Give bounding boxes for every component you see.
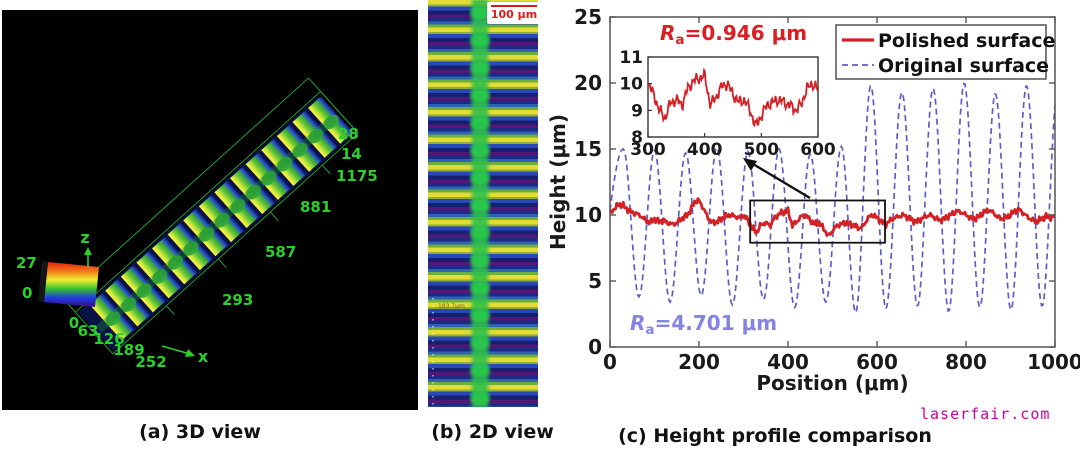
chart-text: 300 bbox=[630, 140, 666, 160]
original-surface-line bbox=[610, 82, 1055, 315]
axis-tick-label: 1000 bbox=[1027, 350, 1080, 374]
axis-tick-label: 5 bbox=[588, 269, 602, 293]
3d-view-panel: 27 0 z 0 63 126 189 252 x 293 587 881 1175 14 28 bbox=[2, 10, 418, 410]
3d-axis-label: 252 bbox=[135, 353, 166, 371]
3d-axis-label: 881 bbox=[300, 198, 331, 216]
3d-colorbar bbox=[44, 262, 99, 307]
scale-bar: 100 μm bbox=[487, 2, 538, 24]
caption-2d-view: (b) 2D view bbox=[431, 421, 554, 443]
3d-axis-label: 63 bbox=[78, 322, 99, 340]
legend-label: Original surface bbox=[878, 55, 1049, 77]
zoom-region-rect bbox=[749, 199, 886, 244]
caption-3d-view: (a) 3D view bbox=[139, 421, 261, 443]
3d-axis-label: x bbox=[198, 347, 209, 366]
ridge-strip bbox=[62, 77, 359, 355]
chart-axes: 0 5 10 15 20 25 0 200 400 600 800 1000 bbox=[574, 5, 1080, 374]
3d-axis-label: 27 bbox=[16, 254, 37, 272]
3d-axis-label: z bbox=[80, 228, 89, 247]
2d-measurement-label: 183.7μm bbox=[438, 303, 465, 310]
chart-text: 500 bbox=[744, 140, 780, 160]
3d-axis-label: 0 bbox=[22, 284, 32, 302]
axis-tick-label: 800 bbox=[945, 350, 987, 374]
x-axis-label: Position (μm) bbox=[756, 371, 908, 395]
axis-tick-label: 600 bbox=[856, 350, 898, 374]
y-axis-label: Height (μm) bbox=[546, 114, 570, 250]
axis-tick-label: 400 bbox=[767, 350, 809, 374]
inset-polished-line bbox=[648, 67, 818, 128]
chart-text: 10 bbox=[619, 75, 643, 95]
watermark: laserfair.com bbox=[920, 405, 1051, 423]
chart-text: 9 bbox=[631, 101, 643, 121]
chart-text: 600 bbox=[800, 140, 836, 160]
legend: Polished surface Original surface bbox=[835, 24, 1055, 80]
axis-tick-label: 200 bbox=[678, 350, 720, 374]
scale-bar-line bbox=[491, 5, 537, 7]
3d-axis-label: 587 bbox=[265, 243, 296, 261]
legend-label: Polished surface bbox=[878, 30, 1055, 52]
3d-axis-label: 14 bbox=[341, 145, 362, 163]
chart-text: 11 bbox=[619, 48, 643, 68]
axis-tick-label: 0 bbox=[603, 350, 617, 374]
3d-axis-label: 126 bbox=[93, 330, 124, 348]
axis-tick-label: 20 bbox=[574, 71, 602, 95]
3d-axis-label: 0 bbox=[69, 314, 79, 332]
2d-center-groove bbox=[469, 0, 491, 407]
3d-axis-label: 189 bbox=[113, 341, 144, 359]
ra-annotation: Ra=0.946 μm bbox=[660, 21, 807, 48]
polished-surface-line bbox=[610, 197, 1055, 237]
chart-series bbox=[610, 82, 1055, 315]
3d-axis-label: 293 bbox=[222, 291, 253, 309]
chart-text: 8 bbox=[631, 128, 643, 148]
axis-tick-label: 10 bbox=[574, 203, 602, 227]
inset-plot: 8 9 10 11 300 400 500 600 bbox=[619, 48, 836, 160]
axis-tick-label: 0 bbox=[588, 335, 602, 359]
3d-axis-label: 1175 bbox=[336, 167, 378, 185]
axis-tick-label: 25 bbox=[574, 5, 602, 29]
ra-annotation: Ra=4.701 μm bbox=[630, 311, 777, 338]
3d-axis-label: 28 bbox=[338, 125, 359, 143]
scale-bar-label: 100 μm bbox=[490, 8, 538, 21]
zoom-arrow bbox=[752, 162, 811, 200]
chart-text: 400 bbox=[687, 140, 723, 160]
caption-height-profile: (c) Height profile comparison bbox=[618, 425, 932, 447]
axis-tick-label: 15 bbox=[574, 137, 602, 161]
2d-ruler-ticks bbox=[432, 298, 434, 406]
2d-view-panel: 100 μm 183.7μm bbox=[428, 0, 538, 407]
